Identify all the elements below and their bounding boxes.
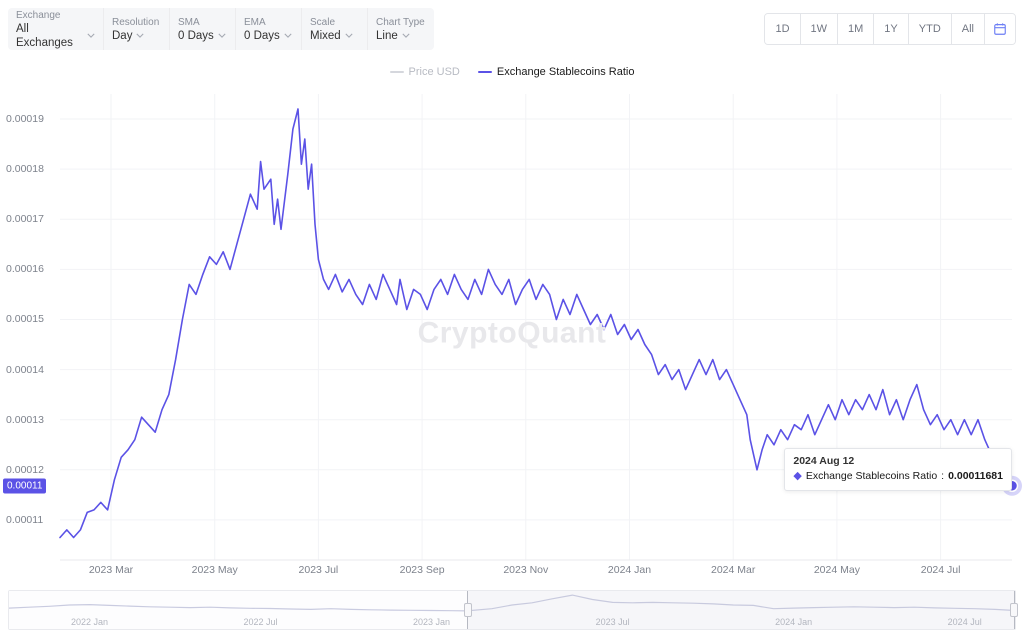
brush-handle-left[interactable]	[464, 603, 472, 617]
selector-sma[interactable]: SMA0 Days	[170, 8, 236, 50]
selector-value: Mixed	[310, 29, 359, 43]
legend-label: Price USD	[409, 66, 460, 78]
selector-label: Exchange	[16, 9, 95, 22]
selector-group: ExchangeAll Exchanges ResolutionDay SMA0…	[8, 8, 434, 50]
tooltip-value: 0.00011681	[948, 469, 1003, 484]
brush-window[interactable]	[467, 591, 1015, 629]
range-all[interactable]: All	[952, 14, 985, 44]
legend-item-exchange-stablecoins-ratio[interactable]: Exchange Stablecoins Ratio	[478, 66, 635, 78]
selector-resolution[interactable]: ResolutionDay	[104, 8, 170, 50]
range-1y[interactable]: 1Y	[874, 14, 908, 44]
brush-handle-right[interactable]	[1010, 603, 1018, 617]
chevron-down-icon	[284, 33, 292, 38]
range-group: 1D1W1M1YYTDAll	[764, 13, 1016, 45]
selector-value: All Exchanges	[16, 22, 95, 50]
tooltip: 2024 Aug 12 ◆ Exchange Stablecoins Ratio…	[784, 448, 1012, 491]
chevron-down-icon	[87, 33, 95, 38]
calendar-button[interactable]	[985, 14, 1015, 44]
selector-value: Line	[376, 29, 426, 43]
diamond-icon: ◆	[793, 469, 801, 485]
chevron-down-icon	[218, 33, 226, 38]
main-chart-svg	[0, 88, 1024, 582]
selector-label: Resolution	[112, 16, 161, 29]
chevron-down-icon	[402, 33, 410, 38]
selector-exchange[interactable]: ExchangeAll Exchanges	[8, 8, 104, 50]
toolbar: ExchangeAll Exchanges ResolutionDay SMA0…	[8, 8, 1016, 50]
legend-swatch	[478, 71, 492, 73]
selector-label: Chart Type	[376, 16, 426, 29]
legend: Price USD Exchange Stablecoins Ratio	[0, 66, 1024, 78]
chart-container: ExchangeAll Exchanges ResolutionDay SMA0…	[0, 0, 1024, 636]
chevron-down-icon	[136, 33, 144, 38]
selector-value: 0 Days	[178, 29, 227, 43]
selector-scale[interactable]: ScaleMixed	[302, 8, 368, 50]
y-last-value-badge: 0.00011	[3, 478, 46, 493]
selector-chart-type[interactable]: Chart TypeLine	[368, 8, 434, 50]
selector-label: EMA	[244, 16, 293, 29]
legend-label: Exchange Stablecoins Ratio	[497, 66, 635, 78]
tooltip-date: 2024 Aug 12	[793, 454, 1003, 469]
selector-value: Day	[112, 29, 161, 43]
range-1d[interactable]: 1D	[765, 14, 800, 44]
legend-item-price-usd[interactable]: Price USD	[390, 66, 460, 78]
range-ytd[interactable]: YTD	[909, 14, 952, 44]
selector-label: Scale	[310, 16, 359, 29]
range-1m[interactable]: 1M	[838, 14, 874, 44]
chevron-down-icon	[345, 33, 353, 38]
legend-swatch	[390, 71, 404, 73]
range-1w[interactable]: 1W	[801, 14, 839, 44]
main-chart-area[interactable]: CryptoQuant 0.000110.000120.000130.00014…	[0, 88, 1024, 582]
brush-area[interactable]: 2022 Jan2022 Jul2023 Jan2023 Jul2024 Jan…	[8, 590, 1016, 630]
selector-value: 0 Days	[244, 29, 293, 43]
selector-ema[interactable]: EMA0 Days	[236, 8, 302, 50]
selector-label: SMA	[178, 16, 227, 29]
tooltip-series: Exchange Stablecoins Ratio	[806, 469, 937, 484]
